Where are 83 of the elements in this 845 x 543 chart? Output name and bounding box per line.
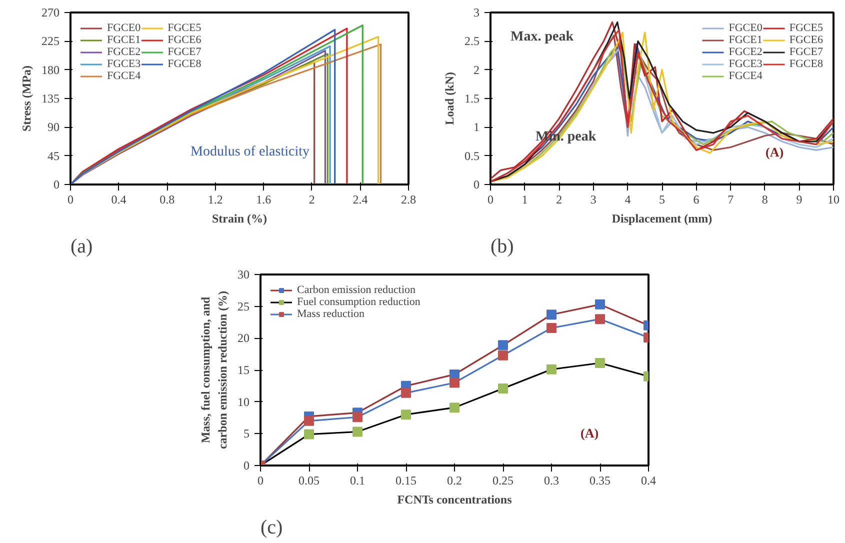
text: (b) xyxy=(490,236,514,258)
y-tick-label: 270 xyxy=(42,6,60,20)
x-tick-label: 1.6 xyxy=(256,192,272,206)
legend-label: FGCE8 xyxy=(789,58,823,70)
legend-label: FGCE3 xyxy=(728,58,762,70)
legend-label: FGCE0 xyxy=(107,22,141,34)
y-tick-label: 225 xyxy=(42,34,60,48)
x-tick-label: 4 xyxy=(624,192,631,206)
y-axis-title: Load (kN) xyxy=(442,72,456,126)
y-tick-label: 2.5 xyxy=(464,34,480,48)
y-tick-label: 20 xyxy=(238,331,250,346)
x-tick-label: 0.4 xyxy=(641,474,656,488)
legend-label: FGCE8 xyxy=(168,58,202,70)
x-tick-label: 0.2 xyxy=(447,474,462,488)
x-axis-title: FCNTs concentrations xyxy=(397,492,512,506)
y-tick-label: 90 xyxy=(48,120,60,134)
legend-label: FGCE5 xyxy=(789,22,823,34)
x-tick-label: 2 xyxy=(308,192,315,206)
annotation: Modulus of elasticity xyxy=(190,144,310,160)
y-tick-label: 1 xyxy=(474,120,480,134)
annotation: Max. peak xyxy=(510,30,574,44)
x-tick-label: 0.3 xyxy=(544,474,559,488)
x-tick-label: 3 xyxy=(590,192,596,206)
x-tick-label: 2 xyxy=(556,192,562,206)
y-tick-label: 135 xyxy=(42,92,60,106)
legend-label: Carbon emission reduction xyxy=(297,284,416,296)
legend-label: FGCE6 xyxy=(789,34,823,46)
x-tick-label: 0 xyxy=(68,192,74,206)
y-axis-title: Mass, fuel consumption, and carbon emission reduction (%) xyxy=(198,290,230,450)
legend-label: FGCE6 xyxy=(168,34,202,46)
legend-label: FGCE3 xyxy=(107,58,141,70)
y-tick-label: 180 xyxy=(42,62,60,77)
legend-label: FGCE4 xyxy=(728,70,762,82)
y-axis-title: Stress (MPa) xyxy=(20,65,34,132)
x-axis-title: Displacement (mm) xyxy=(612,212,712,226)
x-tick-label: 5 xyxy=(659,192,665,206)
y-tick-label: 0 xyxy=(244,458,250,472)
x-tick-label: 7 xyxy=(728,192,734,206)
x-tick-label: 0.35 xyxy=(590,474,610,488)
y-tick-label: 3 xyxy=(474,6,480,20)
y-tick-label: 15 xyxy=(238,363,250,377)
annotation: (A) xyxy=(766,144,784,160)
x-tick-label: 10 xyxy=(828,192,840,206)
legend-label: FGCE2 xyxy=(728,46,762,58)
text: (a) xyxy=(70,236,93,258)
legend-label: FGCE1 xyxy=(107,34,141,46)
y-tick-label: 25 xyxy=(238,299,250,314)
x-tick-label: 2.4 xyxy=(352,192,368,206)
legend-label: FGCE1 xyxy=(728,34,762,46)
legend-label: FGCE7 xyxy=(789,46,823,58)
x-axis-title: Strain (%) xyxy=(212,212,267,226)
x-tick-label: 0.25 xyxy=(492,474,514,488)
legend-label: Fuel consumption reduction xyxy=(297,296,420,308)
x-tick-label: 1 xyxy=(522,192,528,206)
x-tick-label: 0.4 xyxy=(111,192,126,206)
x-tick-label: 2.8 xyxy=(401,192,416,206)
y-tick-label: 10 xyxy=(238,394,250,409)
x-tick-label: 9 xyxy=(796,192,802,206)
legend-label: FGCE2 xyxy=(107,46,141,58)
y-tick-label: 1.5 xyxy=(464,92,480,106)
y-tick-label: 0.5 xyxy=(464,148,480,163)
legend-label: Mass reduction xyxy=(297,308,365,320)
x-tick-label: 6 xyxy=(693,192,700,206)
legend-label: FGCE0 xyxy=(728,22,762,34)
y-tick-label: 5 xyxy=(244,426,250,441)
y-tick-label: 30 xyxy=(238,268,250,282)
text: (c) xyxy=(260,516,283,538)
x-tick-label: 0.1 xyxy=(350,474,365,488)
x-tick-label: 8 xyxy=(762,192,768,206)
annotation: (A) xyxy=(580,426,599,440)
x-tick-label: 0.15 xyxy=(396,474,416,488)
y-tick-label: 0 xyxy=(54,178,60,192)
x-tick-label: 0 xyxy=(258,474,264,488)
x-tick-label: 0.8 xyxy=(160,192,175,206)
y-tick-label: 45 xyxy=(48,148,60,163)
x-tick-label: 0 xyxy=(488,192,494,206)
y-tick-label: 0 xyxy=(474,178,480,192)
legend-label: FGCE7 xyxy=(168,46,202,58)
x-tick-label: 1.2 xyxy=(208,192,223,206)
x-tick-label: 0.05 xyxy=(298,474,320,488)
legend-label: FGCE5 xyxy=(168,22,202,34)
legend-label: FGCE4 xyxy=(107,70,141,82)
y-tick-label: 2 xyxy=(474,62,480,77)
